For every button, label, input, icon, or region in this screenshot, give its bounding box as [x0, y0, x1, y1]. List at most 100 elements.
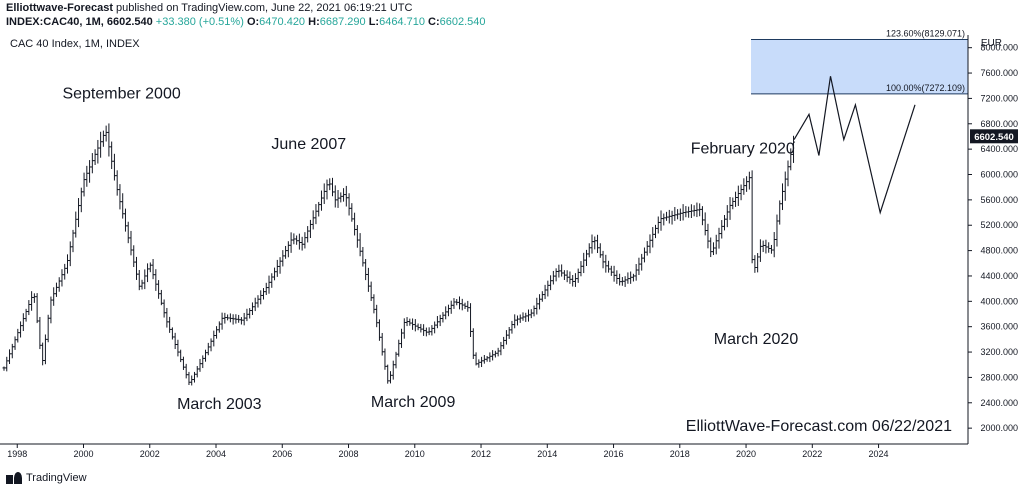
ohlc-bar [353, 212, 357, 236]
y-tick-label: 4000.000 [980, 296, 1018, 306]
ohlc-bar [217, 321, 221, 333]
ohlc-bar [366, 267, 370, 292]
ohlc-bar [455, 299, 459, 306]
ohlc-bar [71, 229, 75, 253]
ohlc-bar [99, 131, 103, 158]
y-tick-label: 4400.000 [980, 271, 1018, 281]
ohlc-bar [157, 280, 161, 299]
ohlc-bar [46, 314, 50, 343]
ohlc-bar [237, 314, 241, 323]
ohlc-bar [546, 280, 550, 297]
ohlc-bar [27, 300, 31, 316]
ohlc-bar [695, 202, 699, 218]
ohlc-bar [422, 324, 426, 336]
ohlc-bar [488, 352, 492, 363]
x-tick-label: 1998 [7, 449, 27, 459]
ohlc-bar [527, 309, 531, 322]
ohlc-bar [416, 323, 420, 331]
ohlc-bar [634, 264, 638, 281]
ohlc-bar [63, 263, 67, 280]
ohlc-bar [115, 170, 119, 196]
ohlc-bar [441, 312, 445, 323]
ohlc-bar [13, 336, 17, 350]
ohlc-bar [780, 183, 784, 211]
ohlc-bar [510, 320, 514, 334]
ohlc-bar [573, 273, 577, 287]
y-tick-label: 3200.000 [980, 347, 1018, 357]
ohlc-bar [21, 313, 25, 331]
ohlc-bar [728, 197, 732, 220]
ohlc-bar [314, 204, 318, 225]
ohlc-bar [714, 234, 718, 255]
ohlc-bar [256, 295, 260, 308]
ohlc-bar [328, 178, 332, 191]
ohlc-bar [711, 242, 715, 256]
ohlc-bar [449, 300, 453, 314]
high-value: 6687.290 [319, 16, 366, 28]
ohlc-bar [504, 330, 508, 345]
fib-target-zone [751, 39, 968, 94]
ohlc-bar [101, 130, 105, 147]
ohlc-bar [725, 205, 729, 228]
ohlc-bar [65, 254, 69, 274]
ohlc-bar [93, 149, 97, 165]
ohlc-bar [477, 359, 481, 368]
ohlc-bar [248, 308, 252, 319]
ohlc-bar [424, 327, 428, 337]
ohlc-bar [162, 299, 166, 318]
ohlc-bar [57, 277, 61, 292]
ohlc-bar [300, 236, 304, 251]
ohlc-bar [250, 302, 254, 316]
ohlc-bar [347, 193, 351, 216]
ohlc-bar [739, 184, 743, 201]
ohlc-bar [306, 226, 310, 243]
ohlc-bar [502, 336, 506, 349]
wave-annotation: March 2020 [714, 331, 799, 348]
ohlc-bar [471, 328, 475, 360]
ohlc-bar [620, 277, 624, 286]
tradingview-brand[interactable]: TradingView [6, 472, 87, 484]
ohlc-bar [286, 241, 290, 258]
ohlc-bar [783, 171, 787, 201]
ohlc-bar [631, 273, 635, 282]
y-tick-label: 2800.000 [980, 372, 1018, 382]
ohlc-bar [645, 241, 649, 256]
ohlc-bar [433, 321, 437, 334]
ohlc-bar [689, 204, 693, 219]
ohlc-bar [742, 178, 746, 195]
ohlc-bar [275, 259, 279, 277]
ohlc-bar [601, 250, 605, 269]
ohlc-bar [579, 261, 583, 277]
ohlc-bar [311, 210, 315, 230]
ohlc-bar [41, 342, 45, 366]
ohlc-bar [518, 314, 522, 323]
y-tick-label: 2000.000 [980, 423, 1018, 433]
ohlc-bar [571, 274, 575, 287]
ohlc-bar [212, 330, 216, 347]
ohlc-bar [756, 253, 760, 273]
ohlc-bar [452, 298, 456, 309]
author-name[interactable]: Elliottwave-Forecast [6, 2, 113, 14]
y-tick-label: 5600.000 [980, 195, 1018, 205]
ohlc-bar [123, 208, 127, 232]
ohlc-bar [281, 250, 285, 267]
ohlc-bar [709, 237, 713, 258]
price-change: +33.380 (+0.51%) [155, 16, 244, 28]
ohlc-bar [289, 232, 293, 253]
ohlc-bar [118, 184, 122, 210]
ohlc-bar [515, 315, 519, 326]
ohlc-bar [665, 211, 669, 221]
x-tick-label: 2016 [604, 449, 624, 459]
ohlc-bar [549, 275, 553, 291]
close-value: 6602.540 [439, 16, 486, 28]
ohlc-bar [322, 183, 326, 204]
ohlc-bar [560, 264, 564, 277]
ohlc-bar [121, 193, 125, 219]
ohlc-bar [253, 297, 257, 312]
x-tick-label: 2004 [206, 449, 226, 459]
ohlc-bar [383, 348, 387, 370]
ohlc-bar [30, 291, 34, 311]
y-tick-label: 3600.000 [980, 322, 1018, 332]
ohlc-bar [703, 212, 707, 236]
